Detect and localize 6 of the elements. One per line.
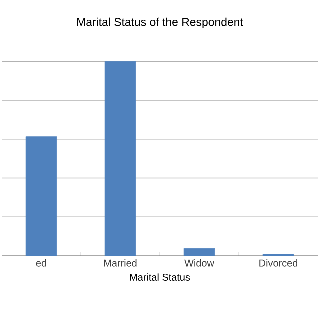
x-axis-title: Marital Status (130, 274, 190, 281)
x-tick-label: Widow (184, 260, 214, 267)
x-tick-label: Divorced (260, 260, 298, 267)
x-tick-label: Married (104, 260, 137, 267)
x-tick-label: ed (36, 260, 46, 267)
chart-title: Marital Status of the Respondent (78, 18, 244, 28)
